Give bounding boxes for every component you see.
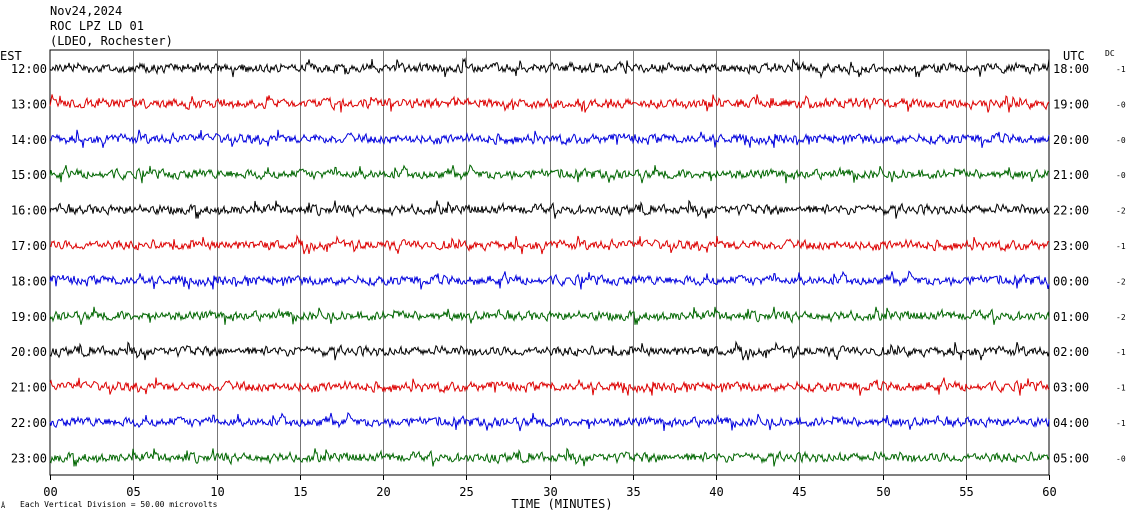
dc-value: -2 — [1116, 277, 1126, 286]
x-tick-label: 45 — [792, 485, 806, 499]
utc-tick-label: 03:00 — [1053, 381, 1089, 395]
trace-line — [49, 306, 1050, 325]
dc-value: -1 — [1116, 65, 1126, 74]
x-tick-label: 25 — [459, 485, 473, 499]
dc-value: -0 — [1116, 171, 1126, 180]
dc-value: -2 — [1116, 207, 1126, 216]
utc-tick-label: 05:00 — [1053, 451, 1089, 465]
utc-tick-label: 18:00 — [1053, 62, 1089, 76]
utc-tick-label: 04:00 — [1053, 416, 1089, 430]
grid-lines — [49, 49, 1050, 476]
trace-line — [49, 129, 1050, 148]
row-labels: 12:00 18:00 -1 13:00 19:00 -0 14:00 20:00 -0 15:0… — [11, 62, 1126, 465]
est-tick-label: 14:00 — [11, 133, 47, 147]
utc-tick-label: 21:00 — [1053, 168, 1089, 182]
est-tick-label: 16:00 — [11, 204, 47, 218]
header-station: ROC LPZ LD 01 — [50, 19, 144, 33]
x-axis: 00 05 10 15 20 25 30 35 40 45 50 55 60 — [43, 475, 1057, 499]
x-tick-label: 40 — [709, 485, 723, 499]
utc-tick-label: 19:00 — [1053, 97, 1089, 111]
header-network: (LDEO, Rochester) — [50, 34, 173, 48]
x-tick-label: 15 — [293, 485, 307, 499]
trace-line — [49, 270, 1050, 290]
dc-value: -2 — [1116, 313, 1126, 322]
logo-mark: Å — [1, 502, 6, 510]
x-tick-label: 10 — [210, 485, 224, 499]
dc-value: -1 — [1116, 348, 1126, 357]
x-axis-label: TIME (MINUTES) — [511, 497, 612, 511]
x-tick-label: 05 — [126, 485, 140, 499]
est-tick-label: 23:00 — [11, 451, 47, 465]
trace-line — [49, 57, 1050, 79]
trace-line — [49, 447, 1050, 467]
utc-tick-label: 00:00 — [1053, 274, 1089, 288]
x-tick-label: 20 — [376, 485, 390, 499]
dc-value: -1 — [1116, 419, 1126, 428]
utc-tick-label: 01:00 — [1053, 310, 1089, 324]
division-note: Each Vertical Division = 50.00 microvolt… — [20, 500, 218, 509]
dc-value: -1 — [1116, 384, 1126, 393]
x-tick-label: 50 — [876, 485, 890, 499]
utc-tick-label: 22:00 — [1053, 204, 1089, 218]
trace-line — [49, 412, 1050, 432]
x-tick-label: 00 — [43, 485, 57, 499]
trace-line — [49, 94, 1050, 113]
est-tick-label: 13:00 — [11, 97, 47, 111]
est-tick-label: 19:00 — [11, 310, 47, 324]
est-tick-label: 15:00 — [11, 168, 47, 182]
est-tick-label: 21:00 — [11, 381, 47, 395]
x-tick-label: 30 — [543, 485, 557, 499]
est-tick-label: 18:00 — [11, 274, 47, 288]
utc-tick-label: 20:00 — [1053, 133, 1089, 147]
dc-label: DC — [1105, 49, 1115, 58]
trace-line — [49, 199, 1050, 219]
trace-line — [49, 234, 1050, 255]
est-tick-label: 12:00 — [11, 62, 47, 76]
x-tick-label: 35 — [626, 485, 640, 499]
dc-value: -0 — [1116, 454, 1126, 463]
est-label: EST — [0, 49, 22, 63]
x-tick-label: 60 — [1042, 485, 1056, 499]
trace-line — [49, 377, 1050, 396]
dc-value: -0 — [1116, 136, 1126, 145]
trace-line — [49, 164, 1050, 184]
est-tick-label: 22:00 — [11, 416, 47, 430]
utc-tick-label: 02:00 — [1053, 345, 1089, 359]
est-tick-label: 17:00 — [11, 239, 47, 253]
trace-line — [49, 340, 1050, 361]
utc-tick-label: 23:00 — [1053, 239, 1089, 253]
x-tick-label: 55 — [959, 485, 973, 499]
est-tick-label: 20:00 — [11, 345, 47, 359]
header-date: Nov24,2024 — [50, 4, 123, 18]
dc-value: -1 — [1116, 242, 1126, 251]
traces — [49, 57, 1050, 467]
utc-label: UTC — [1063, 49, 1085, 63]
plot-frame — [49, 49, 1050, 476]
dc-value: -0 — [1116, 100, 1126, 109]
